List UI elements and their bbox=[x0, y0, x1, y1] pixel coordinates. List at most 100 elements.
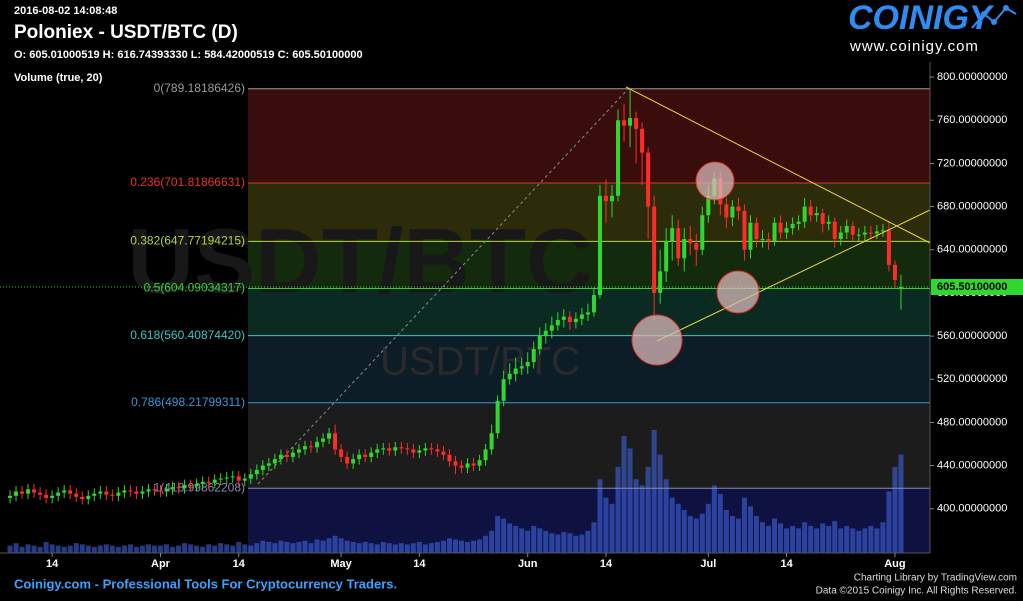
candle-body bbox=[32, 489, 37, 493]
candle-body bbox=[856, 234, 861, 236]
candle-body bbox=[290, 452, 295, 457]
candle-body bbox=[411, 449, 416, 453]
volume-bar bbox=[151, 545, 157, 553]
volume-bar bbox=[79, 544, 85, 553]
volume-bar bbox=[844, 525, 850, 553]
volume-bar bbox=[290, 543, 296, 553]
candle-body bbox=[766, 238, 771, 242]
candle-body bbox=[248, 474, 253, 479]
candle-body bbox=[670, 228, 675, 242]
volume-bar bbox=[784, 528, 790, 553]
candle-body bbox=[634, 118, 639, 129]
candle-body bbox=[591, 295, 596, 313]
volume-bar bbox=[440, 540, 446, 553]
candle-body bbox=[760, 238, 765, 240]
volume-bar bbox=[796, 528, 802, 553]
candle-body bbox=[820, 213, 825, 224]
watermark-small: USDT/BTC bbox=[380, 340, 580, 384]
candle-body bbox=[254, 469, 259, 475]
volume-bar bbox=[55, 545, 61, 553]
x-tick-label: Jun bbox=[518, 558, 538, 570]
volume-bar bbox=[73, 543, 79, 553]
volume-bar bbox=[615, 466, 621, 553]
volume-bar bbox=[717, 493, 723, 553]
logo-icon bbox=[1003, 5, 1009, 11]
volume-bar bbox=[495, 516, 501, 553]
x-tick-label: 14 bbox=[46, 558, 59, 570]
volume-bar bbox=[471, 540, 477, 553]
volume-bar bbox=[741, 497, 747, 553]
candle-body bbox=[537, 336, 542, 350]
volume-bar bbox=[428, 543, 434, 553]
candle-body bbox=[585, 312, 590, 315]
candle-body bbox=[748, 222, 753, 250]
candle-body bbox=[351, 459, 356, 464]
volume-bar bbox=[483, 535, 489, 553]
indicator-label: Volume (true, 20) bbox=[14, 72, 103, 84]
volume-bar bbox=[97, 545, 103, 553]
y-tick-label: 680.00000000 bbox=[937, 201, 1007, 213]
volume-bar bbox=[434, 541, 440, 553]
candles bbox=[8, 88, 903, 505]
candle-body bbox=[369, 452, 374, 457]
volume-bar bbox=[380, 541, 386, 553]
volume-bar bbox=[218, 543, 224, 553]
volume-bar bbox=[513, 525, 519, 553]
candle-body bbox=[441, 451, 446, 455]
fib-label: 1(418.99862208) bbox=[154, 480, 245, 494]
candle-body bbox=[447, 454, 452, 462]
volume-bar bbox=[681, 509, 687, 553]
volume-bar bbox=[693, 518, 699, 553]
circle-marker bbox=[716, 270, 760, 314]
candle-body bbox=[146, 489, 151, 492]
trend-line-dashed bbox=[257, 86, 631, 485]
volume-bar bbox=[266, 541, 272, 553]
volume-bar bbox=[603, 497, 609, 553]
candle-body bbox=[357, 454, 362, 460]
volume-bar bbox=[856, 530, 862, 553]
candle-body bbox=[278, 454, 283, 460]
footer-credit[interactable]: Charting Library by TradingView.com bbox=[854, 573, 1017, 584]
logo-url: www.coinigy.com bbox=[849, 38, 979, 55]
y-axis-panel bbox=[930, 62, 1023, 553]
volume-bar bbox=[7, 545, 13, 553]
trend-line bbox=[656, 209, 931, 342]
x-tick-label: 14 bbox=[233, 558, 246, 570]
candle-body bbox=[646, 152, 651, 207]
candle-body bbox=[459, 465, 464, 468]
volume-bar bbox=[489, 530, 495, 553]
volume-bar bbox=[778, 523, 784, 553]
volume-bar bbox=[350, 541, 356, 553]
candle-body bbox=[339, 449, 344, 457]
logo-icon bbox=[991, 19, 997, 25]
volume-bar bbox=[133, 546, 139, 553]
candle-body bbox=[134, 491, 139, 494]
candle-body bbox=[501, 379, 506, 401]
candle-body bbox=[838, 232, 843, 239]
x-tick-label: 14 bbox=[600, 558, 613, 570]
candle-body bbox=[80, 496, 85, 500]
footer-tagline[interactable]: Coinigy.com - Professional Tools For Cry… bbox=[14, 576, 397, 591]
candle-body bbox=[844, 226, 849, 233]
volume-bar bbox=[314, 539, 320, 553]
volume-bar bbox=[820, 523, 826, 553]
candle-body bbox=[868, 232, 873, 234]
candle-body bbox=[736, 206, 741, 211]
volume-bar bbox=[212, 545, 218, 553]
candle-body bbox=[417, 450, 422, 453]
candle-body bbox=[808, 206, 813, 216]
volume-bar bbox=[669, 497, 675, 553]
candle-body bbox=[790, 223, 795, 229]
volume-bar bbox=[597, 479, 603, 553]
volume-bar bbox=[194, 545, 200, 553]
candle-body bbox=[212, 479, 217, 483]
candle-body bbox=[399, 447, 404, 449]
candle-body bbox=[164, 489, 169, 492]
volume-bar bbox=[164, 544, 170, 553]
volume-bar bbox=[687, 516, 693, 553]
volume-bar bbox=[814, 528, 820, 553]
candle-body bbox=[218, 478, 223, 480]
volume-bar bbox=[567, 533, 573, 553]
volume-bar bbox=[657, 454, 663, 553]
volume-bar bbox=[242, 544, 248, 553]
